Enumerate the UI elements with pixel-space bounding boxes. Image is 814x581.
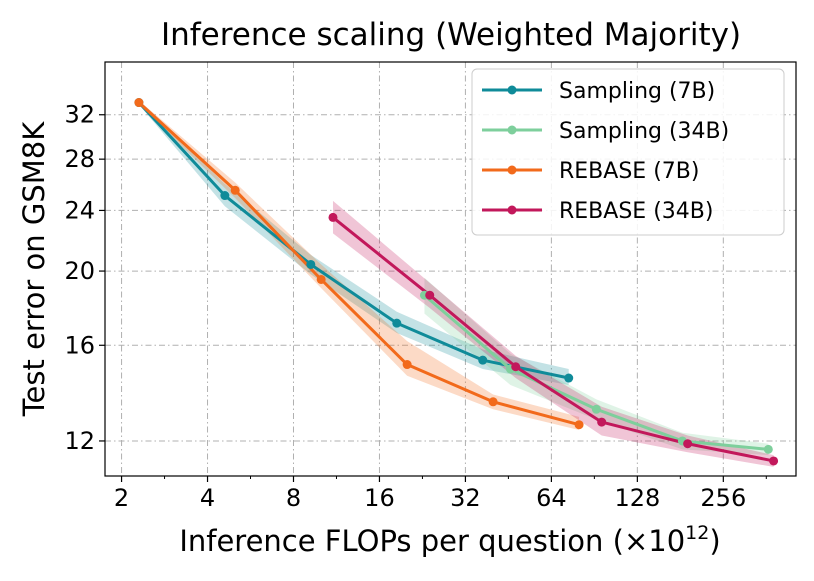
- point-rebase-7b: [134, 98, 144, 108]
- y-tick-label: 20: [64, 257, 95, 285]
- y-tick-label: 24: [64, 196, 95, 224]
- x-tick-label: 2: [114, 484, 129, 512]
- y-axis-label: Test error on GSM8K: [17, 121, 51, 417]
- legend-box: [471, 68, 785, 236]
- point-sampling-34b: [591, 404, 601, 414]
- y-tick-label: 12: [64, 427, 95, 455]
- y-tick-label: 28: [64, 145, 95, 173]
- line-rebase-34b: [332, 216, 774, 463]
- x-tick-label: 256: [700, 484, 746, 512]
- point-rebase-34b: [683, 439, 693, 449]
- x-axis-unit-exponent: 12: [685, 522, 709, 544]
- point-sampling-7b: [306, 259, 316, 269]
- point-sampling-7b: [564, 373, 574, 383]
- x-axis-unit-close: ): [709, 524, 720, 558]
- legend-swatch-marker: [507, 165, 517, 175]
- legend-label: REBASE (34B): [559, 199, 713, 224]
- legend-swatch-marker: [507, 125, 517, 135]
- legend-swatch-marker: [507, 85, 517, 95]
- point-sampling-7b: [478, 355, 488, 365]
- point-rebase-7b: [574, 420, 584, 430]
- point-sampling-7b: [220, 191, 230, 201]
- x-tick-label: 16: [364, 484, 395, 512]
- series-lines: [137, 101, 774, 463]
- x-axis-ticks: 2 4 8 16 32 64 128 256: [114, 476, 767, 512]
- legend-label: Sampling (34B): [559, 119, 729, 144]
- x-tick-label: 8: [286, 484, 301, 512]
- plot-frame: [104, 61, 797, 477]
- confidence-bands: [138, 100, 774, 467]
- y-axis-ticks: 12 16 20 24 28 32: [64, 101, 105, 455]
- x-axis-unit-base: (×10: [613, 524, 686, 558]
- point-rebase-34b: [769, 456, 779, 466]
- x-tick-label: 32: [450, 484, 481, 512]
- x-axis-label: Inference FLOPs per question (×1012): [179, 522, 720, 558]
- y-tick-label: 32: [64, 101, 95, 129]
- legend: Sampling (7B) Sampling (34B) REBASE (7B) RE…: [471, 68, 785, 236]
- x-axis-label-text: Inference FLOPs per question: [179, 524, 603, 558]
- legend-swatch-marker: [507, 205, 517, 215]
- point-rebase-34b: [328, 212, 338, 222]
- band-sampling-34b: [424, 277, 769, 456]
- point-rebase-34b: [597, 417, 607, 427]
- line-rebase-7b: [137, 101, 580, 427]
- legend-label: Sampling (7B): [559, 79, 715, 104]
- series-points: [134, 98, 779, 466]
- point-rebase-7b: [230, 185, 240, 195]
- point-rebase-34b: [425, 290, 435, 300]
- x-tick-label: 128: [614, 484, 660, 512]
- y-tick-label: 16: [64, 331, 95, 359]
- point-rebase-34b: [511, 362, 521, 372]
- point-rebase-7b: [402, 360, 412, 370]
- line-sampling-7b: [137, 101, 570, 380]
- legend-label: REBASE (7B): [559, 159, 699, 184]
- chart-title: Inference scaling (Weighted Majority): [161, 17, 741, 53]
- point-rebase-7b: [316, 274, 326, 284]
- x-tick-label: 4: [200, 484, 215, 512]
- point-sampling-7b: [392, 318, 402, 328]
- x-tick-label: 64: [536, 484, 567, 512]
- point-sampling-34b: [763, 444, 773, 454]
- point-rebase-7b: [488, 397, 498, 407]
